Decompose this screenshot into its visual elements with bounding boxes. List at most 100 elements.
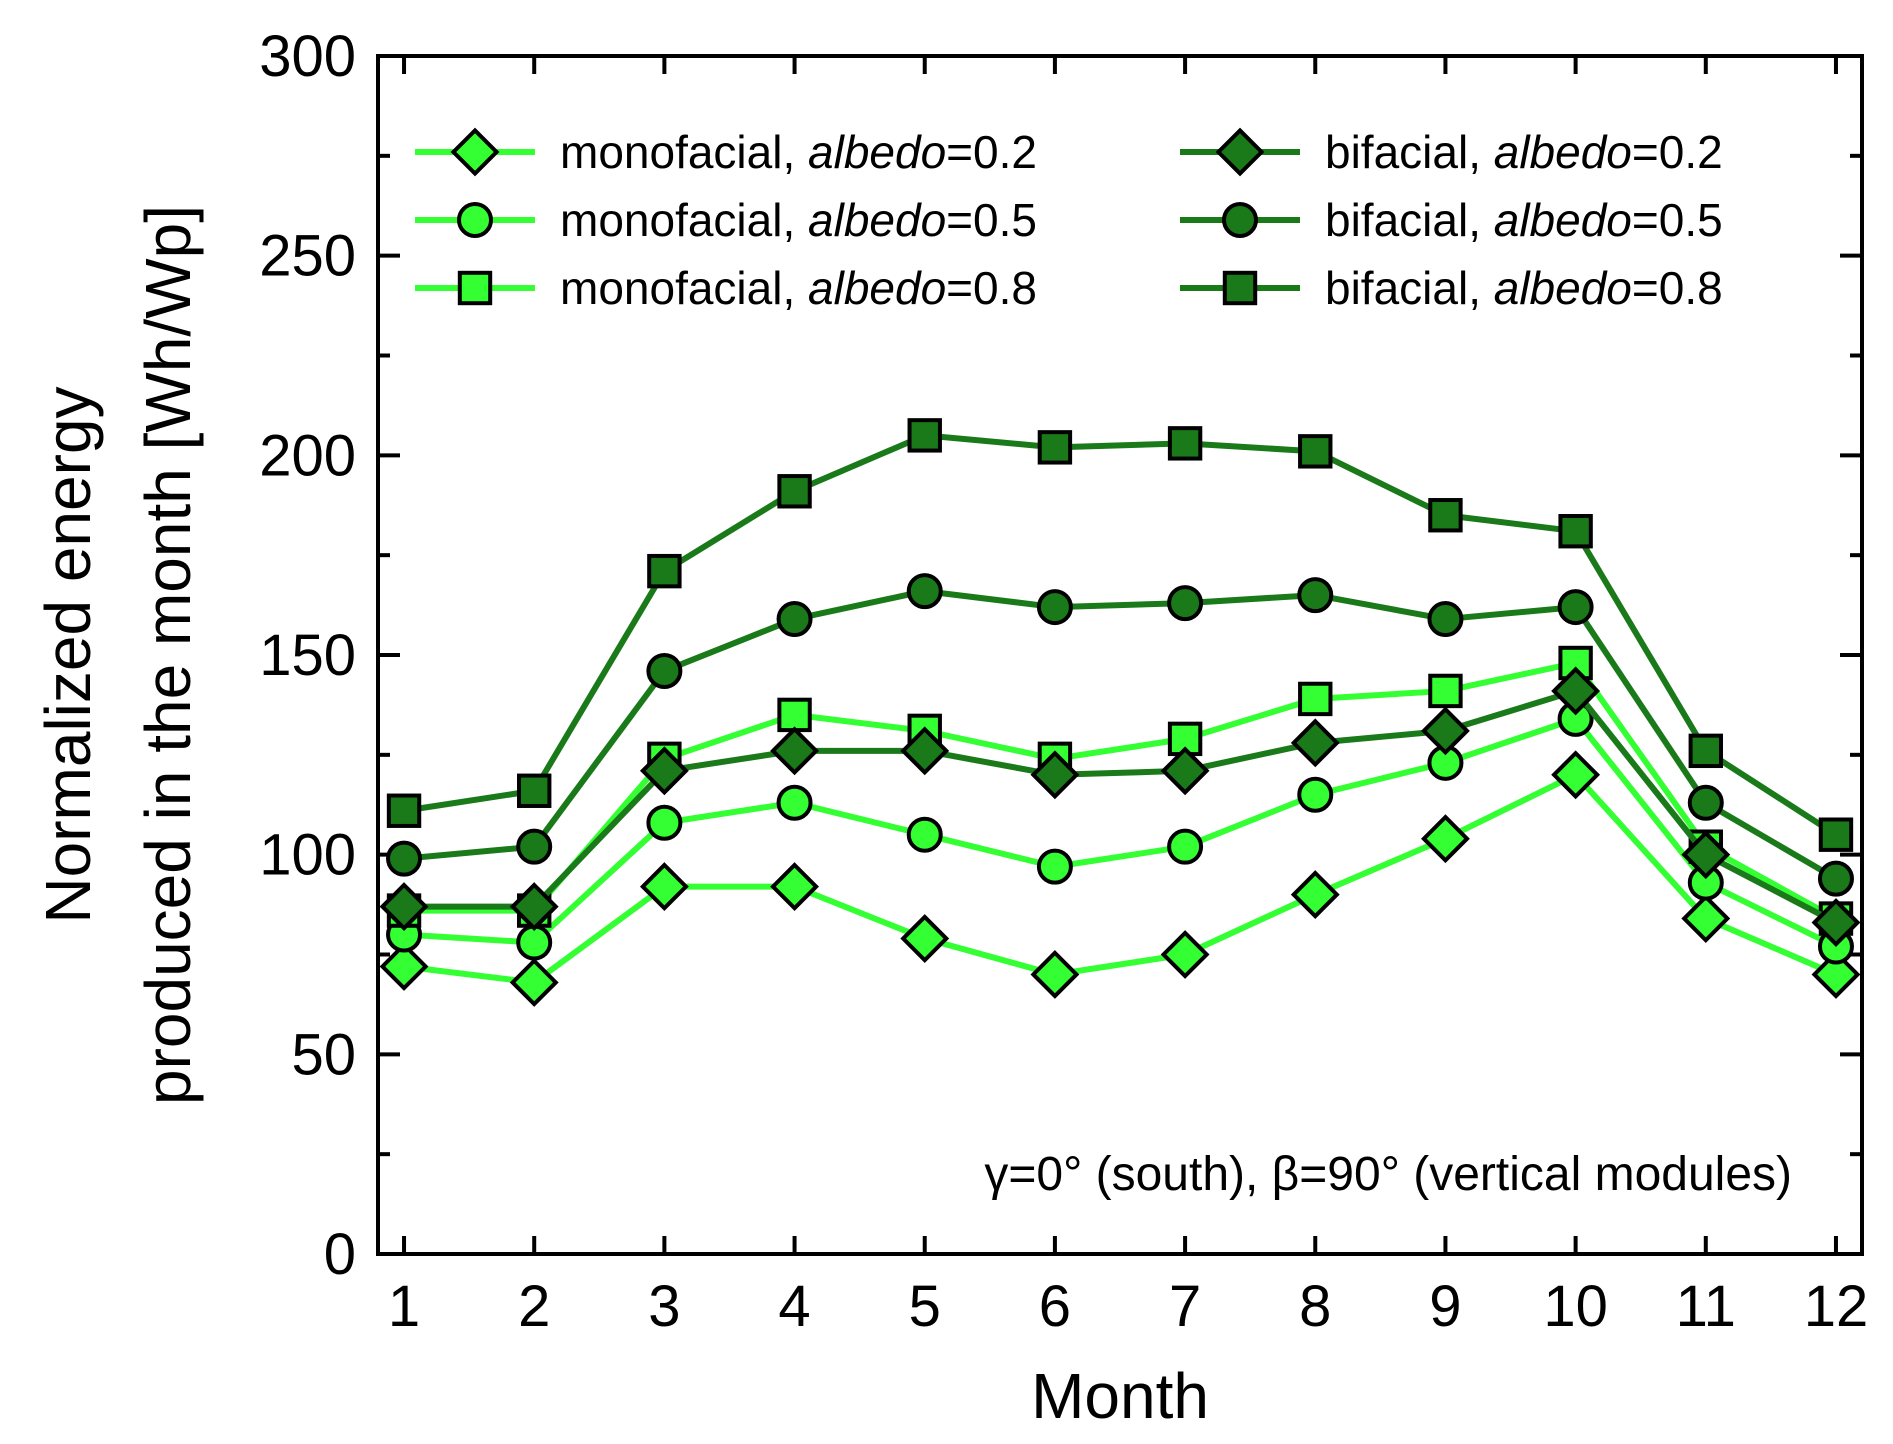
- y-axis-title-line-1: Normalized energy: [32, 386, 104, 923]
- series-5: [386, 573, 1854, 897]
- legend-label-part: =0.2: [946, 126, 1037, 178]
- y-tick-label: 100: [259, 823, 356, 888]
- legend-label: monofacial, albedo=0.2: [560, 126, 1037, 178]
- legend-label-part: bifacial,: [1325, 126, 1494, 178]
- legend-marker: [450, 127, 500, 177]
- data-point: [900, 914, 950, 963]
- legend-entry: monofacial, albedo=0.5: [415, 194, 1037, 246]
- series-line: [403, 432, 1838, 838]
- legend-entry: monofacial, albedo=0.8: [415, 262, 1037, 314]
- y-axis-title: Normalized energy produced in the month …: [32, 205, 204, 1105]
- data-point: [770, 726, 819, 776]
- y-axis-title-line-2: produced in the month [Wh/Wp]: [132, 205, 204, 1105]
- x-tick-label: 1: [388, 1274, 420, 1339]
- data-point: [770, 862, 819, 912]
- data-point: [1428, 498, 1463, 533]
- data-point: [1818, 817, 1854, 852]
- data-point: [647, 553, 682, 589]
- data-point: [646, 804, 683, 841]
- legend-label: monofacial, albedo=0.8: [560, 262, 1037, 314]
- data-point: [509, 882, 559, 932]
- data-point: [776, 784, 813, 821]
- legend-label: bifacial, albedo=0.5: [1325, 194, 1723, 246]
- data-point: [907, 418, 942, 453]
- data-point: [379, 882, 429, 932]
- data-point: [1681, 894, 1731, 943]
- series-4: [379, 666, 1861, 947]
- legend-marker: [1215, 127, 1265, 177]
- data-point: [906, 816, 943, 853]
- series-line: [403, 588, 1838, 882]
- legend-label: monofacial, albedo=0.5: [560, 194, 1037, 246]
- data-point: [1297, 776, 1334, 813]
- legend-label-part: albedo: [808, 126, 946, 178]
- legend-marker: [457, 202, 493, 238]
- data-point: [386, 840, 423, 877]
- y-tick-label: 0: [324, 1222, 356, 1287]
- legend-label-part: monofacial,: [560, 126, 808, 178]
- series-line: [404, 659, 1838, 922]
- legend-label-part: =0.5: [1632, 194, 1723, 246]
- data-point: [776, 601, 813, 638]
- data-point: [1298, 681, 1333, 717]
- data-point: [1167, 426, 1203, 461]
- x-tick-label: 4: [778, 1274, 810, 1339]
- legend-label-part: monofacial,: [560, 194, 808, 246]
- legend-label-part: bifacial,: [1325, 262, 1494, 314]
- data-point: [379, 942, 429, 991]
- y-tick-label: 50: [291, 1022, 356, 1087]
- data-point: [1558, 514, 1593, 549]
- data-point: [516, 828, 553, 865]
- y-tick-label: 250: [259, 224, 356, 289]
- series-6: [386, 418, 1854, 852]
- data-point: [1036, 589, 1073, 626]
- y-tick-label: 150: [259, 623, 356, 688]
- data-point: [386, 793, 422, 828]
- data-point: [1037, 430, 1073, 465]
- data-point: [639, 862, 689, 912]
- legend-marker: [1222, 270, 1258, 306]
- x-tick-label: 8: [1299, 1274, 1331, 1339]
- legend-label-part: albedo: [808, 262, 946, 314]
- data-point: [517, 773, 552, 808]
- series-line: [403, 715, 1838, 950]
- data-point: [1160, 930, 1210, 979]
- legend-label-part: albedo: [1494, 194, 1632, 246]
- data-point: [1030, 950, 1080, 999]
- data-point: [1421, 706, 1470, 756]
- legend-marker: [1222, 202, 1258, 238]
- data-point: [1298, 434, 1333, 469]
- data-point: [906, 573, 943, 610]
- legend-label-part: albedo: [808, 194, 946, 246]
- data-point: [1290, 718, 1340, 768]
- data-point: [1160, 746, 1210, 796]
- legend-label-part: =0.5: [946, 194, 1037, 246]
- data-point: [1551, 750, 1601, 800]
- x-tick-label: 10: [1543, 1274, 1608, 1339]
- x-tick-label: 12: [1804, 1274, 1869, 1339]
- data-point: [1688, 733, 1723, 769]
- data-point: [1811, 950, 1861, 999]
- legend-label-part: =0.8: [1632, 262, 1723, 314]
- legend-label: bifacial, albedo=0.8: [1325, 262, 1723, 314]
- data-point: [1811, 898, 1861, 947]
- data-point: [1297, 577, 1334, 614]
- data-point: [1167, 828, 1204, 865]
- series-2: [386, 700, 1854, 965]
- x-tick-label: 7: [1169, 1274, 1201, 1339]
- series-lines: [379, 418, 1861, 1007]
- series-line: [404, 687, 1838, 926]
- data-point: [1681, 830, 1731, 880]
- x-tick-label: 3: [648, 1274, 680, 1339]
- legend-entry: bifacial, albedo=0.8: [1180, 262, 1723, 314]
- x-tick-label: 2: [518, 1274, 550, 1339]
- legend-label-part: =0.8: [946, 262, 1037, 314]
- data-point: [777, 697, 812, 733]
- legend-entry: bifacial, albedo=0.5: [1180, 194, 1723, 246]
- x-tick-label: 11: [1676, 1274, 1736, 1339]
- data-point: [1167, 585, 1204, 622]
- chart-annotation: γ=0° (south), β=90° (vertical modules): [984, 1148, 1792, 1201]
- legend-label: bifacial, albedo=0.2: [1325, 126, 1723, 178]
